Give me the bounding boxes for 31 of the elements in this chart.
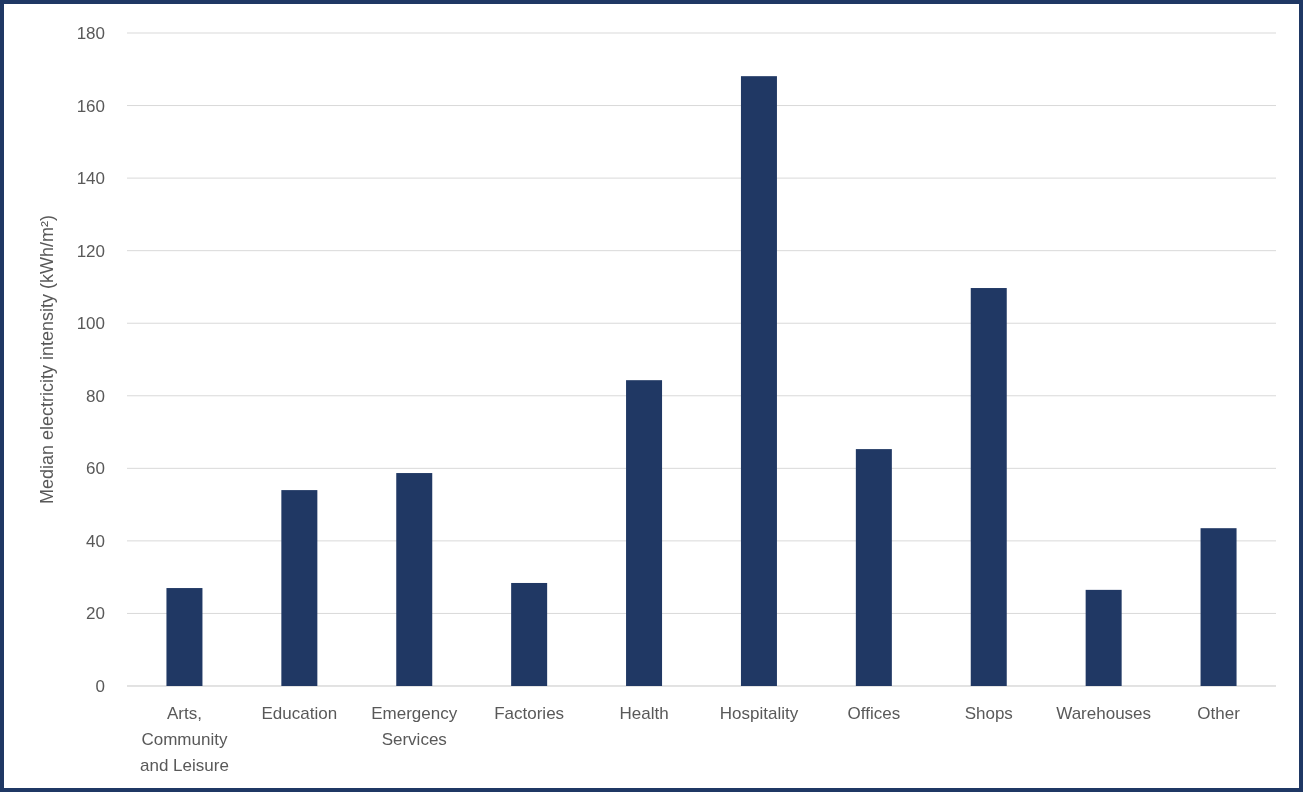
bar <box>396 473 433 686</box>
y-axis-title: Median electricity intensity (kWh/m²) <box>37 214 57 505</box>
x-tick-label: Other <box>1197 704 1241 723</box>
y-tick-label: 120 <box>76 241 105 261</box>
y-tick-label: 140 <box>76 169 105 189</box>
y-tick-label: 180 <box>76 23 105 43</box>
x-tick-label: Offices <box>847 704 901 723</box>
x-tick-label: Factories <box>494 704 565 723</box>
x-tick-label: Shops <box>964 704 1013 723</box>
bar <box>970 288 1007 686</box>
x-tick-label: Arts, Community and Leisure <box>140 704 229 775</box>
y-tick-label: 0 <box>95 676 105 696</box>
bar <box>626 380 663 686</box>
x-tick-label: Emergency Services <box>371 704 458 749</box>
bar <box>855 449 892 686</box>
bar <box>166 588 203 686</box>
bar <box>740 76 777 686</box>
x-tick-label: Health <box>619 704 669 723</box>
bar <box>1085 589 1122 686</box>
bar <box>511 582 548 686</box>
y-tick-label: 80 <box>86 386 105 406</box>
y-tick-label: 100 <box>76 314 105 334</box>
y-tick-label: 60 <box>86 459 105 479</box>
bar <box>1200 528 1237 686</box>
y-tick-label: 20 <box>86 604 105 624</box>
y-tick-label: 40 <box>86 531 105 551</box>
bar <box>281 490 318 686</box>
x-tick-label: Warehouses <box>1056 704 1152 723</box>
x-tick-label: Hospitality <box>719 704 799 723</box>
x-tick-label: Education <box>261 704 338 723</box>
y-tick-label: 160 <box>76 96 105 116</box>
